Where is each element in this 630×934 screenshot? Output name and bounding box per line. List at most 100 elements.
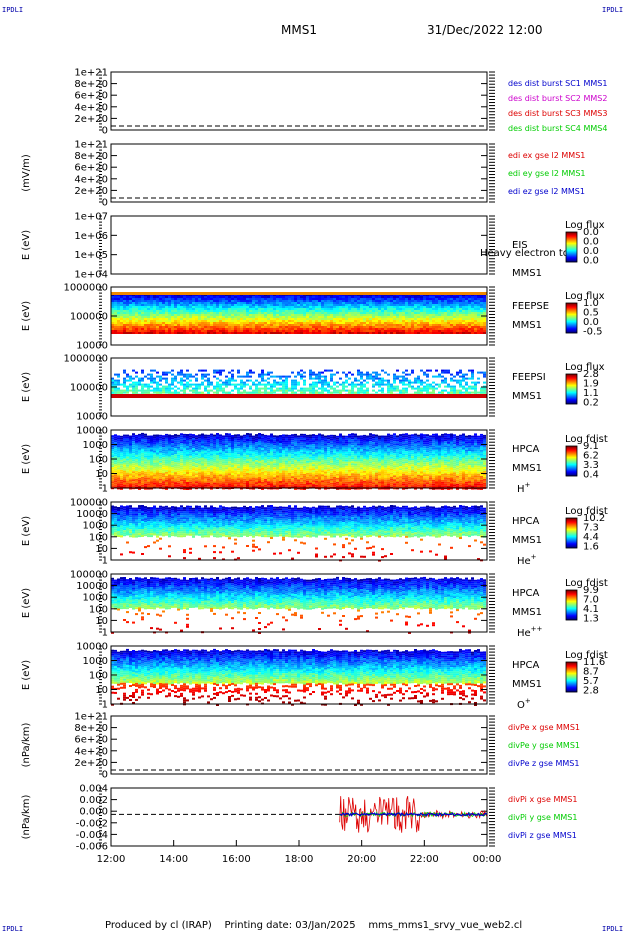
spectrogram-cell [144, 310, 147, 312]
spectrogram-cell [156, 318, 159, 320]
spectrogram-cell [438, 304, 441, 306]
spectrogram-cell [204, 296, 207, 298]
spectrogram-cell [333, 328, 336, 330]
spectrogram-cell [252, 298, 255, 300]
spectrogram-cell [468, 296, 471, 298]
spectrogram-cell [381, 332, 384, 334]
spectrogram-cell [468, 300, 471, 302]
spectrogram-cell [273, 304, 276, 306]
spectrogram-cell [177, 308, 180, 310]
spectrogram-cell [258, 306, 261, 308]
spectrogram-cell [288, 324, 291, 326]
spectrogram-cell [192, 320, 195, 322]
spectrogram-cell [390, 304, 393, 306]
spectrogram-cell [291, 328, 294, 330]
spectrogram-cell [483, 306, 486, 308]
spectrogram-cell [375, 320, 378, 322]
spectrogram-cell [159, 320, 162, 322]
spectrogram-cell [474, 300, 477, 302]
spectrogram-cell [312, 304, 315, 306]
spectrogram-cell [357, 302, 360, 304]
spectrogram-cell [360, 330, 363, 332]
spectrogram-cell [339, 320, 342, 322]
spectrogram-cell [315, 322, 318, 324]
spectrogram-cell [342, 310, 345, 312]
spectrogram-cell [360, 298, 363, 300]
spectrogram-cell [216, 308, 219, 310]
spectrogram-cell [336, 322, 339, 324]
spectrogram-cell [474, 314, 477, 316]
spectrogram-cell [432, 324, 435, 326]
spectrogram-cell [204, 320, 207, 322]
spectrogram-cell [168, 318, 171, 320]
spectrogram-cell [126, 308, 129, 310]
spectrogram-cell [180, 328, 183, 330]
spectrogram-cell [186, 332, 189, 334]
spectrogram-cell [207, 300, 210, 302]
spectrogram-cell [345, 310, 348, 312]
spectrogram-cell [354, 310, 357, 312]
spectrogram-cell [309, 324, 312, 326]
spectrogram-cell [318, 300, 321, 302]
spectrogram-cell [231, 316, 234, 318]
spectrogram-cell [408, 314, 411, 316]
spectrogram-cell [123, 310, 126, 312]
spectrogram-cell [159, 304, 162, 306]
spectrogram-cell [312, 318, 315, 320]
spectrogram-cell [384, 300, 387, 302]
spectrogram-cell [240, 332, 243, 334]
spectrogram-cell [168, 310, 171, 312]
spectrogram-cell [117, 392, 120, 394]
spectrogram-cell [174, 312, 177, 314]
spectrogram-cell [450, 308, 453, 310]
spectrogram-cell [144, 296, 147, 298]
spectrogram-cell [426, 326, 429, 328]
spectrogram-cell [312, 312, 315, 314]
spectrogram-cell [312, 300, 315, 302]
spectrogram-cell [270, 296, 273, 298]
spectrogram-cell [267, 322, 270, 324]
spectrogram-cell [294, 324, 297, 326]
spectrogram-cell [477, 302, 480, 304]
spectrogram-cell [117, 322, 120, 324]
spectrogram-cell [255, 332, 258, 334]
spectrogram-cell [285, 330, 288, 332]
spectrogram-cell [198, 324, 201, 326]
spectrogram-cell [342, 312, 345, 314]
spectrogram-cell [276, 332, 279, 334]
spectrogram-cell [270, 314, 273, 316]
spectrogram-cell [279, 318, 282, 320]
spectrogram-cell [465, 318, 468, 320]
spectrogram-cell [399, 332, 402, 334]
spectrogram-cell [453, 330, 456, 332]
spectrogram-cell [186, 316, 189, 318]
spectrogram-cell [129, 300, 132, 302]
spectrogram-cell [414, 296, 417, 298]
spectrogram-cell [393, 298, 396, 300]
spectrogram-cell [189, 326, 192, 328]
spectrogram-cell [171, 308, 174, 310]
spectrogram-cell [435, 298, 438, 300]
spectrogram-cell [168, 326, 171, 328]
spectrogram-cell [366, 302, 369, 304]
spectrogram-cell [471, 312, 474, 314]
spectrogram-cell [231, 308, 234, 310]
spectrogram-cell [216, 304, 219, 306]
spectrogram-cell [330, 312, 333, 314]
spectrogram-cell [225, 302, 228, 304]
spectrogram-cell [471, 316, 474, 318]
spectrogram-cell [144, 316, 147, 318]
spectrogram-cell [138, 300, 141, 302]
spectrogram-cell [165, 302, 168, 304]
spectrogram-cell [135, 320, 138, 322]
spectrogram-cell [417, 318, 420, 320]
spectrogram-cell [450, 296, 453, 298]
spectrogram-cell [153, 326, 156, 328]
spectrogram-cell [195, 324, 198, 326]
spectrogram-cell [348, 298, 351, 300]
spectrogram-cell [120, 324, 123, 326]
spectrogram-cell [360, 316, 363, 318]
spectrogram-cell [312, 306, 315, 308]
spectrogram-cell [393, 330, 396, 332]
spectrogram-cell [210, 298, 213, 300]
